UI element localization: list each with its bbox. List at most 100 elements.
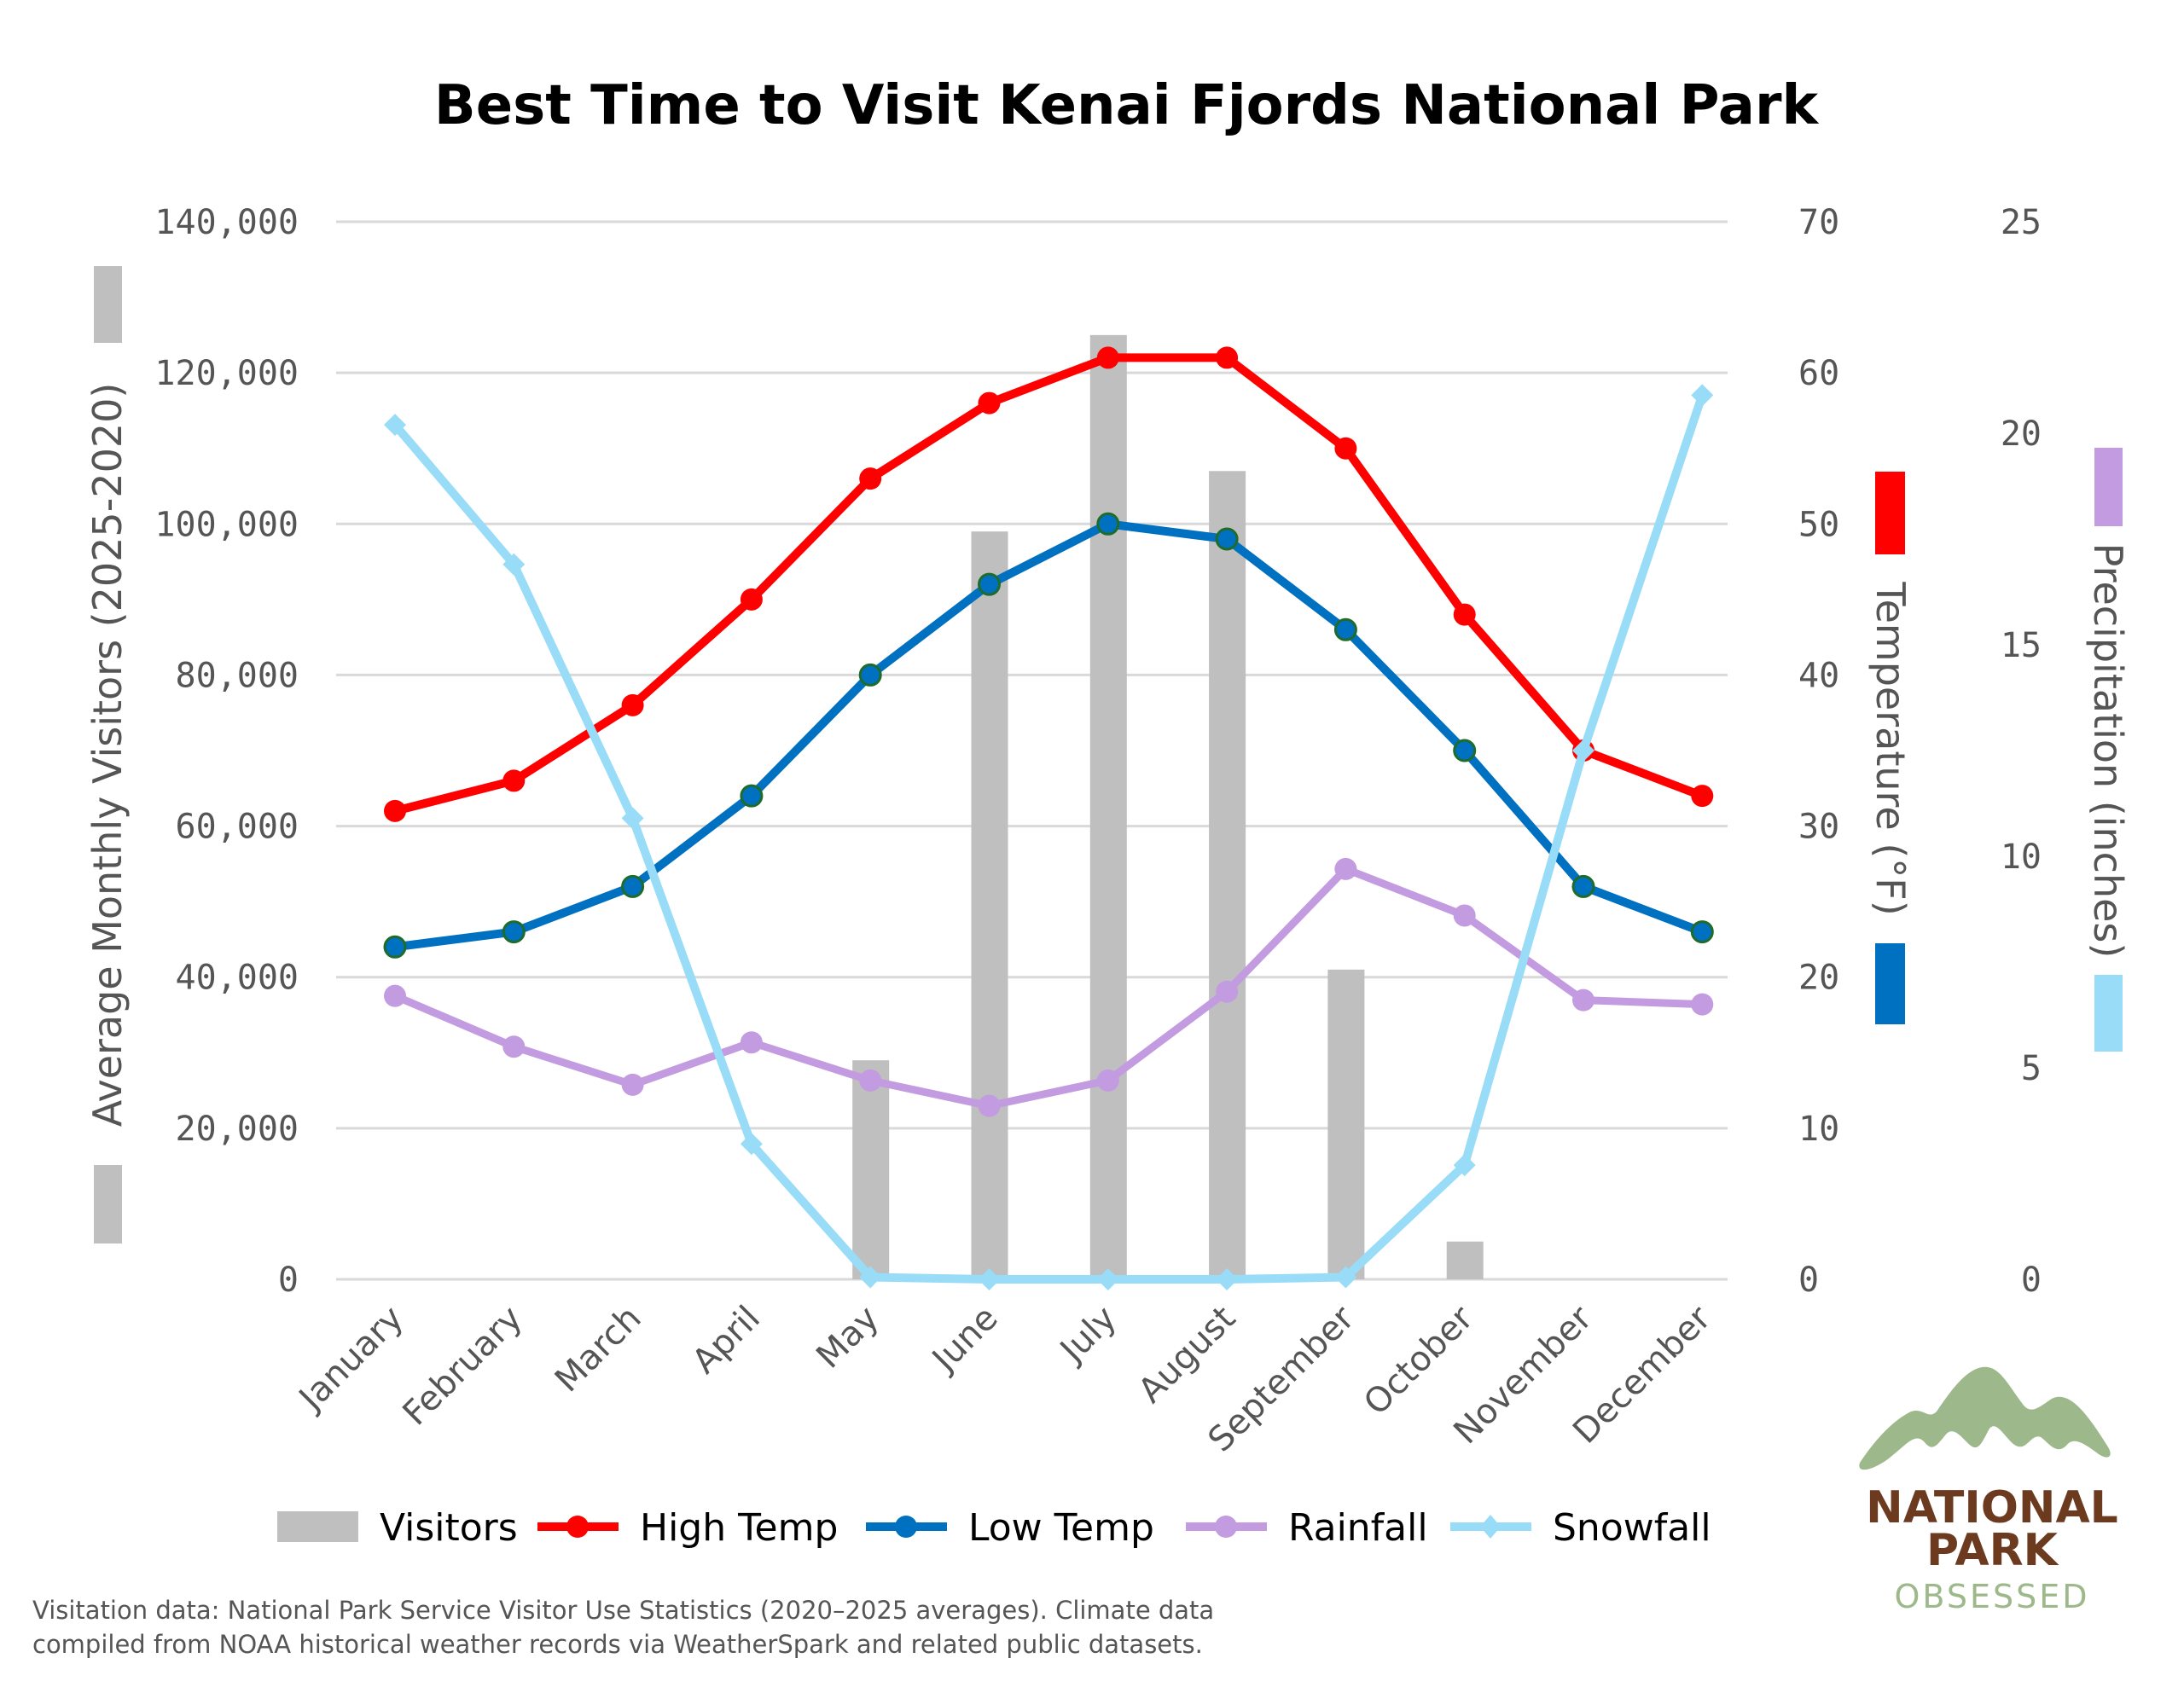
low-temp-line [394, 519, 1705, 952]
legend-marker [566, 1516, 589, 1538]
low-temp-marker [978, 572, 1001, 596]
legend-label: Low Temp [968, 1506, 1154, 1550]
left-tick-label: 40,000 [176, 959, 299, 998]
visitors-axis-marker-bottom [94, 1165, 122, 1244]
rainfall-marker [740, 1031, 763, 1054]
precipitation-tick-label: 5 [2021, 1049, 2042, 1088]
precipitation-tick-label: 0 [2021, 1261, 2042, 1300]
visitors-bar [1446, 1241, 1484, 1279]
temperature-tick-label: 60 [1798, 354, 1839, 393]
month-label: January [290, 1299, 411, 1420]
high-temp-marker [740, 588, 763, 611]
snowfall-marker [1453, 1154, 1476, 1177]
data-lines [383, 346, 1714, 1290]
rainfall-marker [1572, 988, 1594, 1012]
source-footnote: Visitation data: National Park Service V… [32, 1593, 1278, 1661]
rainfall-marker [1453, 904, 1476, 927]
low-temp-marker [1571, 874, 1595, 898]
footnote-line-2: compiled from NOAA historical weather re… [32, 1630, 1203, 1659]
low-temp-marker [383, 935, 407, 959]
snowfall-marker [502, 553, 526, 576]
month-label: July [1051, 1299, 1124, 1372]
legend-item-visitors: Visitors [277, 1506, 518, 1550]
left-axis-title: Average Monthly Visitors (2025-2020) [84, 383, 131, 1128]
left-tick-label: 80,000 [176, 656, 299, 695]
footnote-line-1: Visitation data: National Park Service V… [32, 1596, 1215, 1625]
temperature-tick-label: 20 [1798, 959, 1839, 998]
rainfall-marker [1691, 993, 1714, 1016]
temperature-tick-label: 40 [1798, 656, 1839, 695]
high-temp-marker [1453, 603, 1476, 626]
left-tick-label: 20,000 [176, 1110, 299, 1149]
legend-label: High Temp [640, 1506, 838, 1550]
legend-label: Visitors [380, 1506, 518, 1550]
snowfall-marker [1216, 1268, 1239, 1290]
visitors-bar [971, 531, 1008, 1279]
rainfall-marker [384, 984, 406, 1007]
month-label: June [923, 1299, 1005, 1381]
logo-text-park: PARK [1926, 1525, 2059, 1576]
legend: Visitors High Temp Low Temp Rainfall Snowfal… [277, 1506, 1711, 1550]
rainfall-marker [1334, 857, 1357, 880]
legend-marker [1215, 1516, 1237, 1538]
precipitation-tick-label: 15 [2001, 626, 2042, 665]
low-temp-marker [621, 874, 645, 898]
visitors-bar [852, 1060, 890, 1279]
low-temp-marker [1333, 617, 1357, 641]
visitors-bars [852, 334, 1484, 1279]
rainfall-line [393, 865, 1703, 1110]
legend-marker [1480, 1515, 1501, 1539]
legend-item-rainfall: Rainfall [1186, 1506, 1428, 1550]
precipitation-tick-label: 10 [2001, 838, 2042, 877]
snowfall-marker [1572, 739, 1594, 762]
snowfall-marker [1334, 1266, 1357, 1289]
temperature-tick-label: 70 [1798, 203, 1839, 242]
snowfall-marker [1691, 384, 1714, 407]
low-temp-marker [1453, 739, 1477, 762]
logo-text-obsessed: OBSESSED [1895, 1578, 2090, 1615]
legend-item-high-temp: High Temp [537, 1506, 838, 1550]
snowfall-marker [621, 807, 644, 830]
high-temp-marker [1216, 346, 1239, 369]
legend-label: Rainfall [1288, 1506, 1428, 1550]
temperature-tick-label: 50 [1798, 505, 1839, 544]
mountain-icon [1859, 1366, 2111, 1470]
gridlines [336, 220, 1728, 1281]
snowfall-axis-marker [2094, 975, 2123, 1052]
temperature-axis-title: Temperature (°F) [1867, 581, 1914, 915]
snowfall-marker [859, 1266, 882, 1289]
month-label: October [1356, 1298, 1481, 1423]
low-temp-marker [1690, 920, 1714, 944]
rainfall-marker [502, 1035, 526, 1058]
precipitation-axis-title: Precipitation (inches) [2085, 543, 2131, 959]
temperature-tick-label: 0 [1798, 1261, 1819, 1300]
snowfall-marker [1096, 1268, 1119, 1290]
visitors-bar [1089, 334, 1127, 1279]
low-temp-marker [502, 920, 526, 944]
left-tick-label: 100,000 [154, 505, 299, 544]
high-temp-marker [978, 391, 1001, 415]
visitors-bar [1209, 471, 1246, 1279]
low-temp-marker [858, 663, 882, 687]
legend-marker [895, 1516, 917, 1538]
precipitation-tick-label: 25 [2001, 203, 2042, 242]
high-temp-line [393, 353, 1705, 815]
rainfall-marker [978, 1094, 1001, 1117]
rainfall-marker [621, 1073, 644, 1096]
high-temp-marker [859, 467, 882, 490]
temperature-axis-ticks: 0 10 20 30 40 50 60 70 [1798, 203, 1839, 1300]
low-temp-marker [1215, 527, 1239, 551]
high-temp-axis-marker [1875, 472, 1905, 554]
temperature-tick-label: 10 [1798, 1110, 1839, 1149]
month-label: March [548, 1299, 649, 1400]
high-temp-marker [502, 769, 526, 792]
rainfall-marker [859, 1069, 882, 1092]
left-tick-label: 140,000 [154, 203, 299, 242]
visitors-axis-marker-top [94, 266, 122, 343]
chart-title: Best Time to Visit Kenai Fjords National… [434, 74, 1820, 137]
low-temp-marker [1096, 512, 1120, 536]
high-temp-marker [621, 693, 644, 716]
left-tick-label: 0 [278, 1261, 299, 1300]
